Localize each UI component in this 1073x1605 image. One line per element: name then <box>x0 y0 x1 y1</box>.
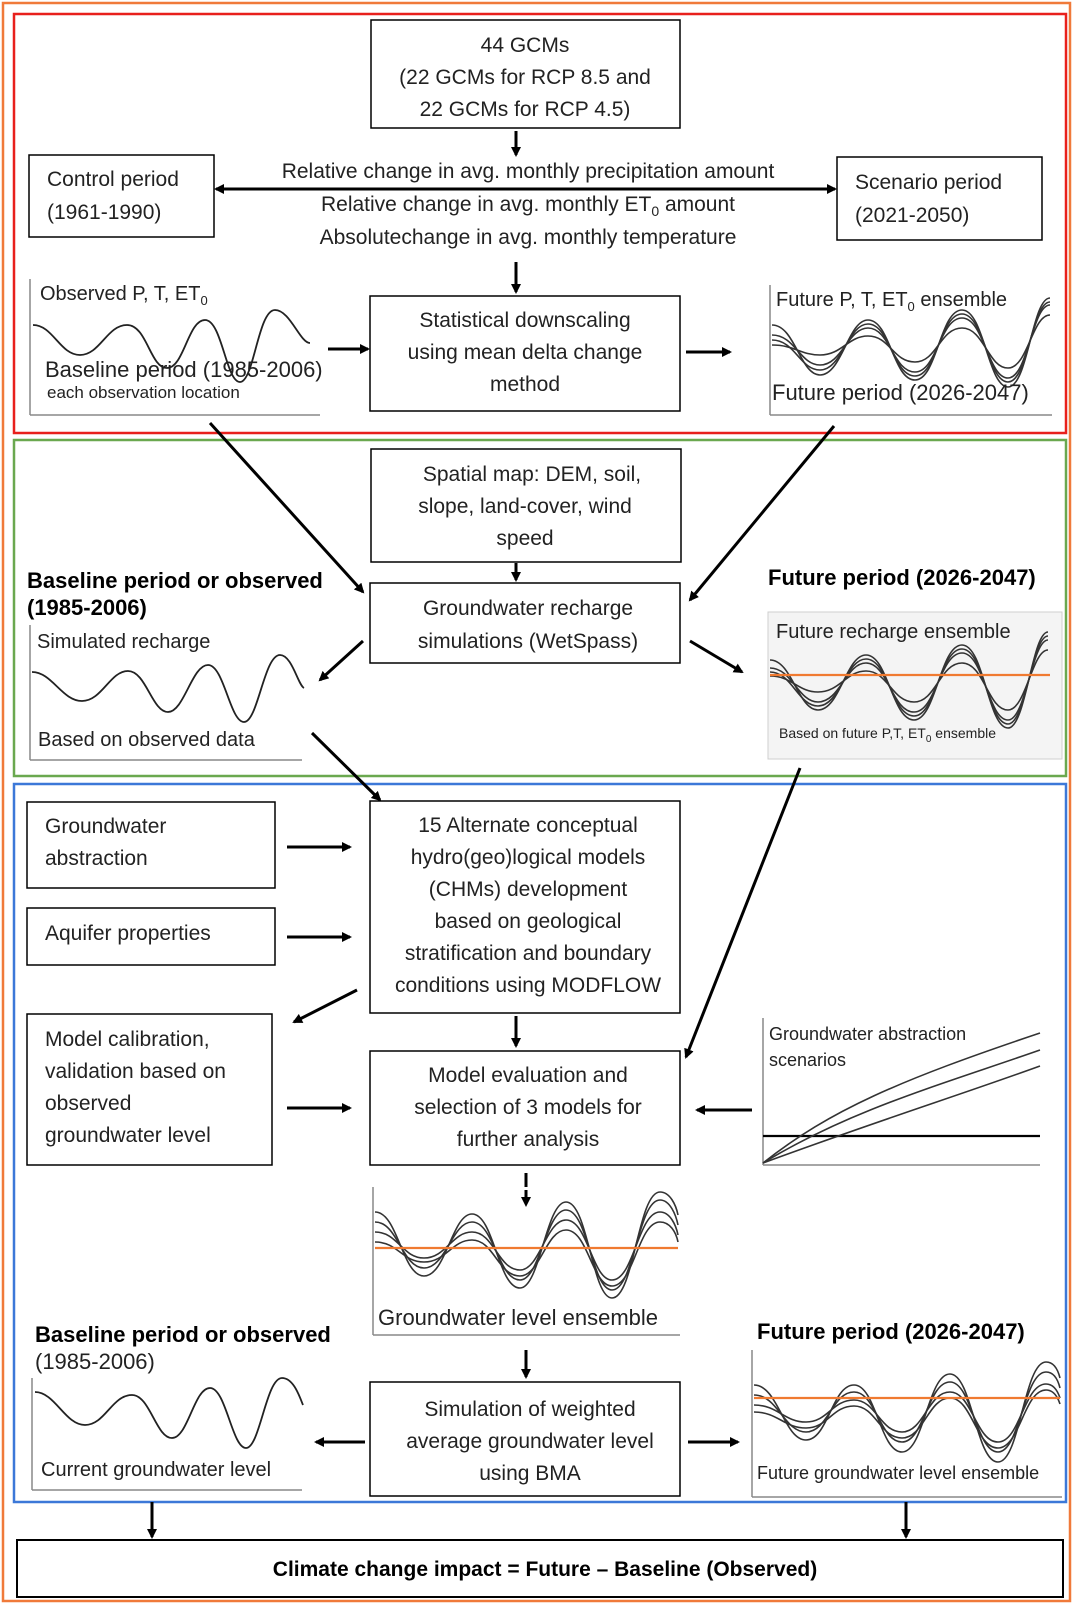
gcm-line-2: (22 GCMs for RCP 8.5 and <box>399 66 651 89</box>
change-line-1: Relative change in avg. monthly precipit… <box>282 160 775 183</box>
baseline-recharge-title: Simulated recharge <box>37 631 210 653</box>
gcm-line-1: 44 GCMs <box>481 34 570 57</box>
change-line-3: Absolutechange in avg. monthly temperatu… <box>320 226 737 249</box>
gw-ensemble-lines <box>374 1191 679 1299</box>
chm-line-2: hydro(geo)logical models <box>411 846 646 869</box>
baseline-gw-panel: Current groundwater level <box>31 1377 304 1491</box>
evaluation-line-3: further analysis <box>457 1128 599 1151</box>
observed-sublabel: each observation location <box>47 383 240 402</box>
arrow-chm-to-calibration <box>292 988 358 1024</box>
baseline-gw-heading-2: (1985-2006) <box>35 1349 155 1374</box>
spatial-line-2: slope, land-cover, wind <box>418 495 632 518</box>
chm-line-3: (CHMs) development <box>429 878 628 901</box>
abstraction-scenario-lines <box>762 1032 1041 1164</box>
chm-line-5: stratification and boundary <box>405 942 652 965</box>
gw-abstraction-box: Groundwater abstraction <box>26 801 276 889</box>
future-climate-panel: Future P, T, ET0 ensemble Future period … <box>769 285 1052 416</box>
observed-title: Observed P, T, ET0 <box>40 283 208 308</box>
future-recharge-ensemble <box>769 631 1049 729</box>
chm-box: 15 Alternate conceptual hydro(geo)logica… <box>369 800 681 1014</box>
evaluation-box: Model evaluation and selection of 3 mode… <box>369 1050 681 1166</box>
bma-line-1: Simulation of weighted <box>424 1398 635 1421</box>
recharge-line-2: simulations (WetSpass) <box>418 630 638 653</box>
downscaling-box: Statistical downscaling using mean delta… <box>369 295 681 412</box>
chm-line-6: conditions using MODFLOW <box>395 974 661 997</box>
arrow-recharge-to-future <box>689 639 744 674</box>
baseline-recharge-panel: Simulated recharge Based on observed dat… <box>29 625 305 761</box>
future-climate-ensemble <box>771 297 1051 388</box>
climate-section-frame <box>12 12 1068 435</box>
gcm-box: 44 GCMs (22 GCMs for RCP 8.5 and 22 GCMs… <box>370 19 681 129</box>
gw-ensemble-label: Groundwater level ensemble <box>378 1305 658 1330</box>
baseline-recharge-heading-2: (1985-2006) <box>27 595 147 620</box>
future-recharge-label: Based on future P,T, ET0 ensemble <box>779 725 996 745</box>
impact-label: Climate change impact = Future – Baselin… <box>273 1558 817 1581</box>
future-recharge-panel: Future recharge ensemble Based on future… <box>767 611 1063 760</box>
abstraction-scenarios-line-2: scenarios <box>769 1050 846 1070</box>
downscaling-line-1: Statistical downscaling <box>419 309 630 332</box>
observed-panel: Observed P, T, ET0 Baseline period (1985… <box>29 279 323 416</box>
future-climate-title: Future P, T, ET0 ensemble <box>776 289 1007 314</box>
calibration-line-3: observed <box>45 1092 131 1115</box>
bma-line-2: average groundwater level <box>406 1430 654 1453</box>
change-line-2: Relative change in avg. monthly ET0 amou… <box>321 193 735 219</box>
calibration-line-4: groundwater level <box>45 1124 211 1147</box>
abstraction-scenarios-line-1: Groundwater abstraction <box>769 1024 966 1044</box>
evaluation-line-2: selection of 3 models for <box>414 1096 642 1119</box>
control-period-line-1: Control period <box>47 168 179 191</box>
future-gw-ensemble-lines <box>753 1361 1061 1463</box>
baseline-gw-label: Current groundwater level <box>41 1459 271 1481</box>
recharge-section-frame <box>12 438 1068 778</box>
arrow-future-recharge-to-evaluation <box>684 767 802 1059</box>
impact-box: Climate change impact = Future – Baselin… <box>16 1539 1064 1598</box>
scenario-period-line-1: Scenario period <box>855 171 1002 194</box>
future-gw-label: Future groundwater level ensemble <box>757 1463 1039 1483</box>
baseline-recharge-label: Based on observed data <box>38 729 256 751</box>
baseline-recharge-wave <box>31 654 305 723</box>
future-recharge-heading: Future period (2026-2047) <box>768 565 1036 590</box>
downscaling-line-3: method <box>490 373 560 396</box>
aquifer-box: Aquifer properties <box>26 907 276 966</box>
gw-abstraction-line-1: Groundwater <box>45 815 166 838</box>
bma-box: Simulation of weighted average groundwat… <box>369 1381 681 1497</box>
spatial-line-3: speed <box>496 527 553 550</box>
groundwater-section-frame <box>12 782 1068 1504</box>
baseline-gw-wave <box>34 1377 304 1449</box>
calibration-box: Model calibration, validation based on o… <box>26 1013 273 1166</box>
observed-wave <box>32 309 311 383</box>
aquifer-label: Aquifer properties <box>45 922 211 945</box>
gcm-line-3: 22 GCMs for RCP 4.5) <box>420 98 631 121</box>
recharge-sim-box: Groundwater recharge simulations (WetSpa… <box>369 582 681 664</box>
calibration-line-1: Model calibration, <box>45 1028 210 1051</box>
baseline-gw-heading-1: Baseline period or observed <box>35 1322 331 1347</box>
scenario-period-line-2: (2021-2050) <box>855 204 969 227</box>
arrow-baseline-recharge-to-chm <box>310 731 382 802</box>
control-period-box: Control period (1961-1990) <box>28 154 215 238</box>
downscaling-line-2: using mean delta change <box>408 341 643 364</box>
observed-label: Baseline period (1985-2006) <box>45 357 323 382</box>
chm-line-1: 15 Alternate conceptual <box>418 814 638 837</box>
future-climate-label: Future period (2026-2047) <box>772 380 1029 405</box>
gw-ensemble-panel: Groundwater level ensemble <box>372 1187 680 1336</box>
arrow-future-climate-to-recharge <box>688 425 836 602</box>
gw-abstraction-line-2: abstraction <box>45 847 148 870</box>
future-recharge-title: Future recharge ensemble <box>776 621 1011 643</box>
spatial-line-1: Spatial map: DEM, soil, <box>423 463 641 486</box>
control-period-line-2: (1961-1990) <box>47 201 161 224</box>
arrow-recharge-to-baseline <box>318 639 365 682</box>
calibration-line-2: validation based on <box>45 1060 226 1083</box>
baseline-recharge-heading-1: Baseline period or observed <box>27 568 323 593</box>
recharge-line-1: Groundwater recharge <box>423 597 633 620</box>
spatial-map-box: Spatial map: DEM, soil, slope, land-cove… <box>370 448 682 563</box>
abstraction-scenarios-panel: Groundwater abstraction scenarios <box>762 1018 1041 1166</box>
evaluation-line-1: Model evaluation and <box>428 1064 628 1087</box>
future-gw-heading: Future period (2026-2047) <box>757 1319 1025 1344</box>
bma-line-3: using BMA <box>479 1462 581 1485</box>
arrow-observed-to-recharge <box>208 421 365 594</box>
chm-line-4: based on geological <box>435 910 622 933</box>
scenario-period-box: Scenario period (2021-2050) <box>836 156 1043 241</box>
future-gw-panel: Future groundwater level ensemble <box>751 1350 1062 1498</box>
